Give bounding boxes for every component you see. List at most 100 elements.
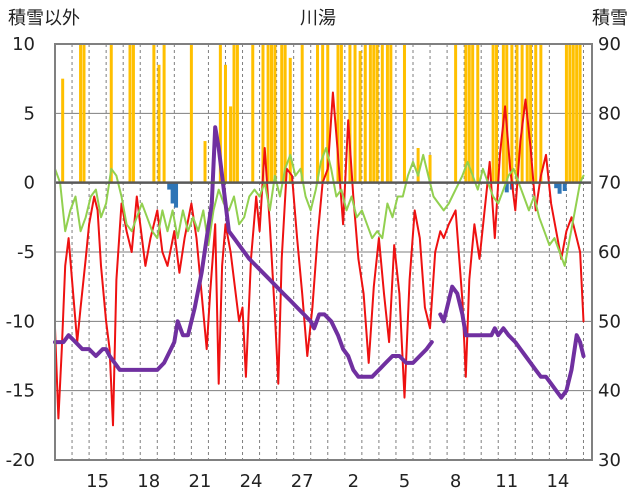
precip-bar	[251, 44, 255, 183]
x-tick-label: 11	[495, 471, 518, 492]
precip-bar	[348, 44, 352, 183]
y-right-tick-label: 90	[598, 34, 621, 55]
chart-title: 川湯	[300, 8, 336, 29]
precip-bar	[564, 44, 568, 183]
plot-frame	[54, 43, 593, 461]
precip-bar	[189, 44, 193, 183]
precip-bar	[316, 44, 320, 183]
y-left-tick-label: -20	[6, 450, 35, 471]
precip-bar	[82, 44, 86, 183]
precip-bar	[568, 44, 572, 183]
snow_depth-line	[438, 284, 586, 400]
precip-bar	[162, 44, 166, 183]
precip-bar	[464, 44, 468, 183]
precip-bar	[476, 44, 480, 183]
precip-bar	[372, 44, 376, 183]
x-tick-label: 15	[86, 471, 109, 492]
y-left-tick-label: -5	[17, 242, 35, 263]
y-left-tick-label: 5	[24, 103, 35, 124]
precip-bar	[266, 44, 270, 183]
snow-neg-bar	[504, 182, 509, 193]
snow-neg-bar	[174, 182, 179, 208]
precip-bar	[375, 44, 379, 183]
precip-bar	[203, 141, 207, 183]
precip-bar	[578, 44, 582, 183]
precip-bar	[534, 44, 538, 183]
precip-bar	[261, 44, 265, 183]
y-left-tick-label: -15	[6, 381, 35, 402]
precip-bar	[454, 44, 458, 183]
x-tick-label: 21	[188, 471, 211, 492]
precip-bar	[61, 78, 65, 183]
precip-bar	[428, 154, 432, 183]
precip-bar	[131, 44, 135, 183]
precip-bar	[575, 44, 579, 183]
series-lines	[53, 91, 586, 427]
precip-bar	[223, 64, 227, 183]
precip-bar	[232, 44, 236, 183]
precipitation-bars	[61, 44, 582, 183]
snow-neg-bar	[170, 182, 175, 204]
precip-bar	[79, 44, 83, 183]
precip-bar	[229, 106, 233, 183]
precip-bar	[510, 44, 514, 183]
precip-bar	[326, 44, 330, 183]
precip-bar	[571, 44, 575, 183]
precip-bar	[353, 44, 357, 183]
precip-bar	[385, 44, 389, 183]
precip-bar	[539, 44, 543, 183]
precip-bar	[471, 44, 475, 183]
snow_depth-line	[53, 125, 434, 379]
precip-bar	[109, 44, 113, 183]
x-tick-label: 8	[450, 471, 461, 492]
y-right-tick-label: 70	[598, 173, 621, 194]
precip-bar	[280, 44, 284, 183]
snow-neg-bar	[167, 182, 172, 190]
precip-bar	[339, 44, 343, 183]
snow-neg-bar	[557, 182, 562, 194]
precip-bar	[529, 44, 533, 183]
precip-bar	[358, 50, 362, 183]
x-tick-label: 24	[240, 471, 263, 492]
y-left-tick-label: -10	[6, 311, 35, 332]
y-left-tick-label: 10	[12, 34, 35, 55]
precip-bar	[288, 57, 292, 183]
precip-bar	[128, 44, 132, 183]
precip-bar	[402, 44, 406, 183]
precip-bar	[300, 44, 304, 183]
precip-bar	[389, 44, 393, 183]
temperature-line	[54, 91, 585, 427]
precip-bar	[363, 44, 367, 183]
humidity_line-line	[54, 147, 585, 267]
precip-bar	[218, 44, 222, 183]
precip-bar	[520, 44, 524, 183]
x-tick-label: 18	[137, 471, 160, 492]
precip-bar	[495, 44, 499, 183]
precip-bar	[157, 64, 161, 183]
precip-bar	[467, 44, 471, 183]
y-right-tick-label: 80	[598, 103, 621, 124]
snow-neg-bar	[562, 182, 567, 191]
y-left-tick-label: 0	[24, 173, 35, 194]
precip-bar	[515, 44, 519, 183]
precip-bar	[152, 44, 156, 183]
precip-bar	[380, 44, 384, 183]
x-tick-label: 27	[291, 471, 314, 492]
x-tick-label: 2	[348, 471, 359, 492]
precip-bar	[416, 148, 420, 183]
y-right-tick-label: 50	[598, 311, 621, 332]
precip-bar	[270, 44, 274, 183]
precip-bar	[336, 44, 340, 183]
y-right-tick-label: 40	[598, 381, 621, 402]
precip-bar	[368, 44, 372, 183]
x-tick-label: 5	[399, 471, 410, 492]
y-right-tick-label: 30	[598, 450, 621, 471]
left-axis-title: 積雪以外	[8, 8, 80, 29]
precip-bar	[273, 44, 277, 183]
precip-bar	[505, 44, 509, 183]
precip-bar	[321, 44, 325, 183]
precip-bar	[235, 44, 239, 183]
y-right-tick-label: 60	[598, 242, 621, 263]
